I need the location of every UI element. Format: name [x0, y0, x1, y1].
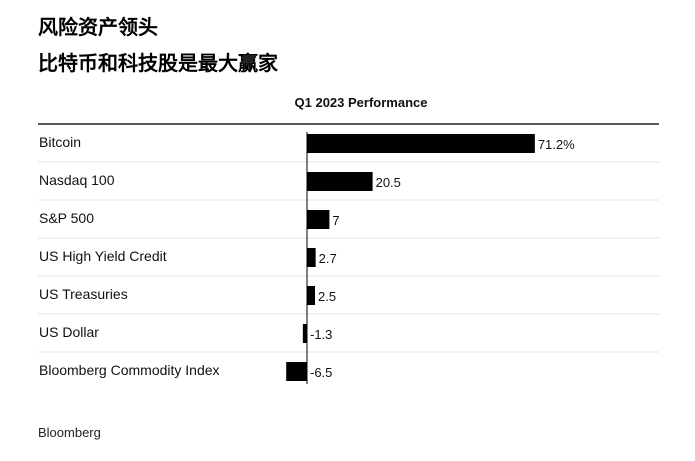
category-label: US Treasuries	[39, 286, 128, 302]
value-label: -6.5	[310, 365, 332, 380]
bar	[307, 286, 315, 305]
value-label: 7	[332, 213, 339, 228]
category-label: US High Yield Credit	[39, 248, 167, 264]
bar	[307, 248, 316, 267]
bar	[302, 324, 307, 343]
chart-title: Q1 2023 Performance	[295, 95, 428, 110]
source-label: Bloomberg	[38, 425, 101, 440]
bar	[307, 210, 330, 229]
value-label: 2.5	[318, 289, 336, 304]
value-label: 20.5	[376, 175, 401, 190]
value-label: 71.2%	[538, 137, 575, 152]
bar	[307, 134, 535, 153]
value-label: 2.7	[319, 251, 337, 266]
bar	[286, 362, 307, 381]
category-label: S&P 500	[39, 210, 94, 226]
value-label: -1.3	[310, 327, 332, 342]
headline-line-2: 比特币和科技股是最大赢家	[38, 51, 278, 75]
category-label: US Dollar	[39, 324, 99, 340]
category-label: Bitcoin	[39, 134, 81, 150]
bar	[307, 172, 373, 191]
headline-line-1: 风险资产领头	[38, 15, 158, 39]
category-label: Bloomberg Commodity Index	[39, 362, 220, 378]
category-label: Nasdaq 100	[39, 172, 115, 188]
